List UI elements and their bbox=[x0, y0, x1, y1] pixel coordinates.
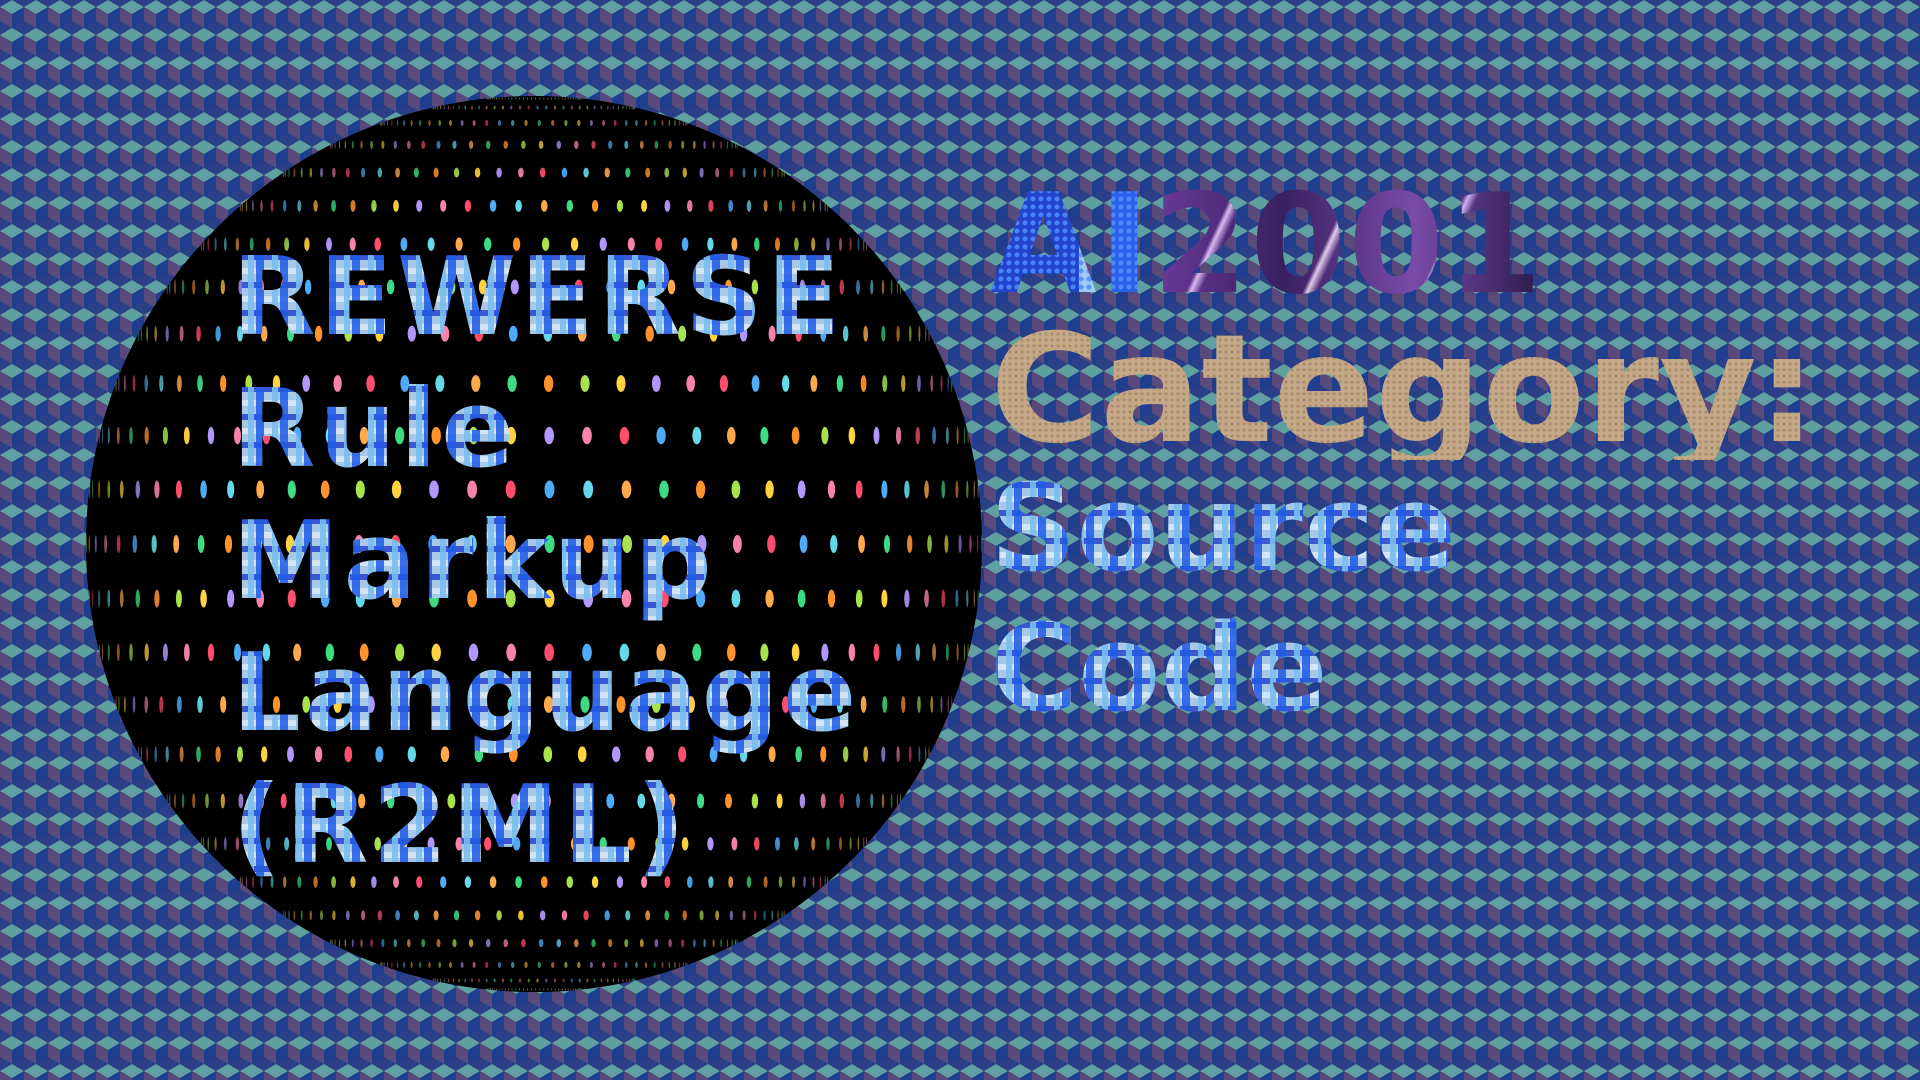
category-value-line-2: Code bbox=[990, 600, 1817, 740]
title-line-1: REWERSE bbox=[232, 232, 861, 364]
title-line-5: (R2ML) bbox=[232, 760, 861, 892]
category-label: Category: bbox=[990, 303, 1817, 477]
award-ai-text: AI bbox=[990, 164, 1153, 325]
category-value-line-1: Source bbox=[990, 460, 1817, 600]
title-line-2: Rule bbox=[232, 364, 861, 496]
title-line-4: Language bbox=[232, 628, 861, 760]
title-line-3: Markup bbox=[232, 496, 861, 628]
award-info: AI2001 Category: Source Code bbox=[990, 164, 1817, 740]
award-name: AI2001 bbox=[990, 164, 1817, 325]
project-title: REWERSE Rule Markup Language (R2ML) bbox=[232, 232, 861, 892]
award-year-text: 2001 bbox=[1152, 164, 1545, 325]
